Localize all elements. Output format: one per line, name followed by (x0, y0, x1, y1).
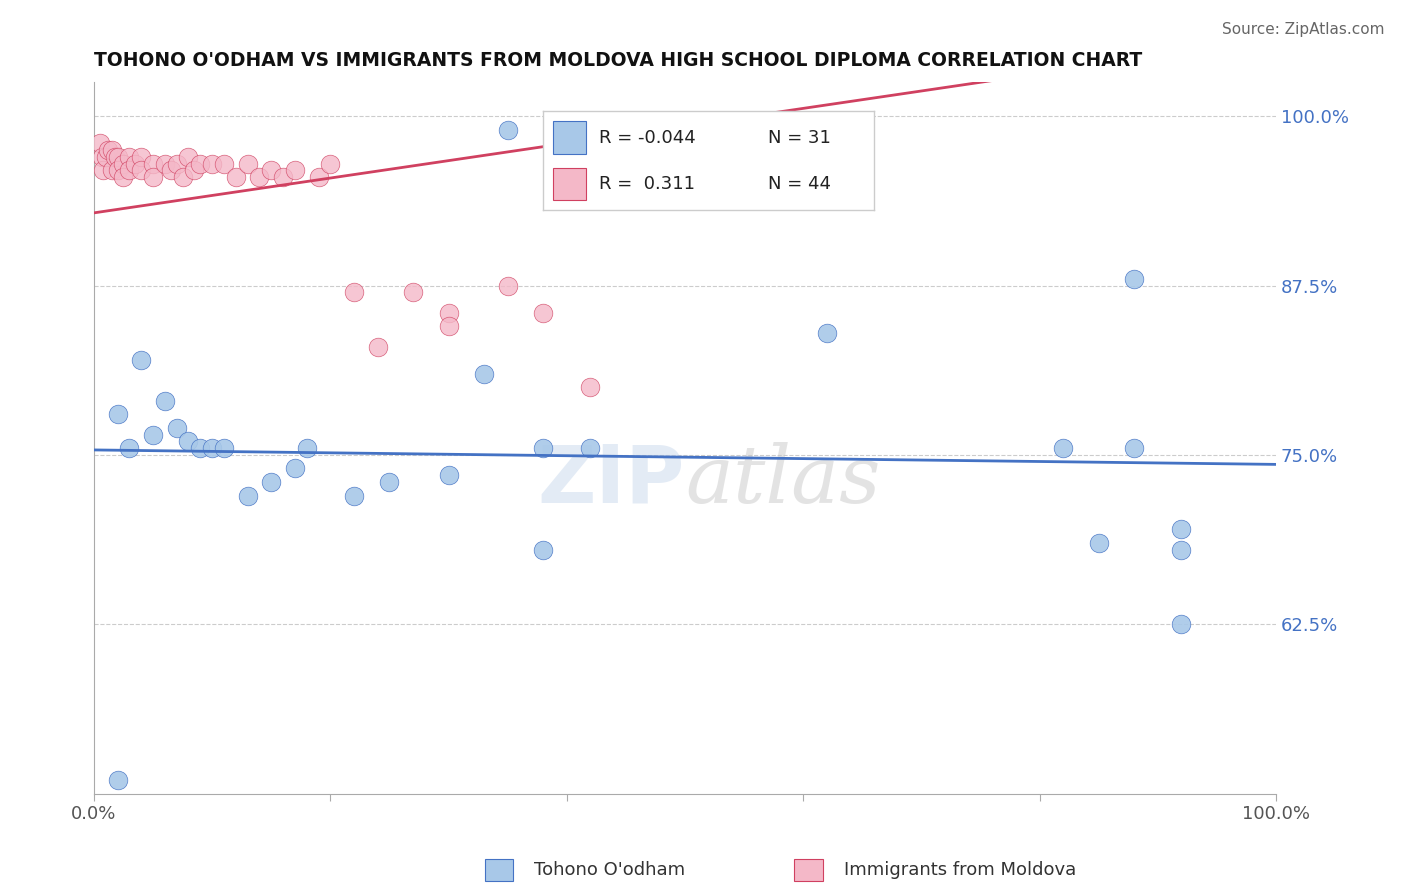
Point (153, 156, 176, 170)
Point (531, 306, 554, 320)
Point (172, 170, 194, 185)
Point (579, 380, 602, 394)
Point (142, 170, 165, 185)
Point (212, 441, 235, 455)
Point (1087, 536, 1109, 550)
Point (93, 163, 115, 178)
Point (236, 489, 259, 503)
Point (142, 427, 165, 442)
Point (118, 441, 141, 455)
Point (437, 468, 460, 483)
Text: Immigrants from Moldova: Immigrants from Moldova (844, 861, 1076, 879)
Point (284, 461, 307, 475)
Point (1170, 617, 1192, 632)
Point (124, 156, 146, 170)
Point (183, 163, 205, 178)
Point (437, 319, 460, 334)
Point (100, 163, 122, 178)
Point (177, 434, 200, 449)
Point (153, 393, 176, 408)
Point (437, 306, 460, 320)
Text: ZIP: ZIP (537, 442, 685, 520)
Point (402, 285, 425, 300)
Point (201, 441, 224, 455)
Point (212, 156, 235, 170)
Point (496, 122, 519, 136)
Point (129, 150, 152, 164)
Point (201, 156, 224, 170)
Point (107, 150, 129, 164)
Point (319, 156, 342, 170)
Point (159, 163, 181, 178)
Point (815, 326, 838, 340)
Point (94, 150, 117, 164)
Point (177, 150, 200, 164)
Text: Source: ZipAtlas.com: Source: ZipAtlas.com (1222, 22, 1385, 37)
Point (343, 489, 366, 503)
Point (496, 278, 519, 293)
Point (107, 407, 129, 421)
Point (249, 170, 271, 185)
Point (188, 441, 211, 455)
Point (1123, 441, 1146, 455)
Point (260, 475, 283, 489)
Point (129, 353, 152, 368)
Point (472, 367, 495, 381)
Point (378, 475, 401, 489)
Text: Tohono O'odham: Tohono O'odham (534, 861, 685, 879)
Point (142, 156, 165, 170)
Point (100, 143, 122, 157)
Point (1170, 523, 1192, 537)
Point (284, 163, 307, 178)
Point (260, 163, 283, 178)
Point (531, 441, 554, 455)
Point (129, 163, 152, 178)
Point (271, 170, 294, 185)
Point (579, 441, 602, 455)
Point (225, 170, 247, 185)
Point (107, 773, 129, 788)
Text: atlas: atlas (685, 442, 880, 519)
Point (112, 170, 135, 185)
Point (531, 542, 554, 557)
Point (188, 156, 211, 170)
Point (1170, 542, 1192, 557)
Point (367, 340, 389, 354)
Point (1123, 272, 1146, 286)
Point (91, 150, 114, 164)
Point (112, 156, 135, 170)
Point (166, 156, 188, 170)
Point (1052, 441, 1074, 455)
Point (107, 163, 129, 178)
Point (89, 136, 111, 151)
Point (118, 150, 141, 164)
Point (104, 150, 127, 164)
Point (236, 156, 259, 170)
Point (308, 170, 330, 185)
Point (118, 163, 141, 178)
Text: TOHONO O'ODHAM VS IMMIGRANTS FROM MOLDOVA HIGH SCHOOL DIPLOMA CORRELATION CHART: TOHONO O'ODHAM VS IMMIGRANTS FROM MOLDOV… (94, 51, 1142, 70)
Point (97, 143, 120, 157)
Point (295, 441, 318, 455)
Point (343, 285, 366, 300)
Point (166, 421, 188, 435)
